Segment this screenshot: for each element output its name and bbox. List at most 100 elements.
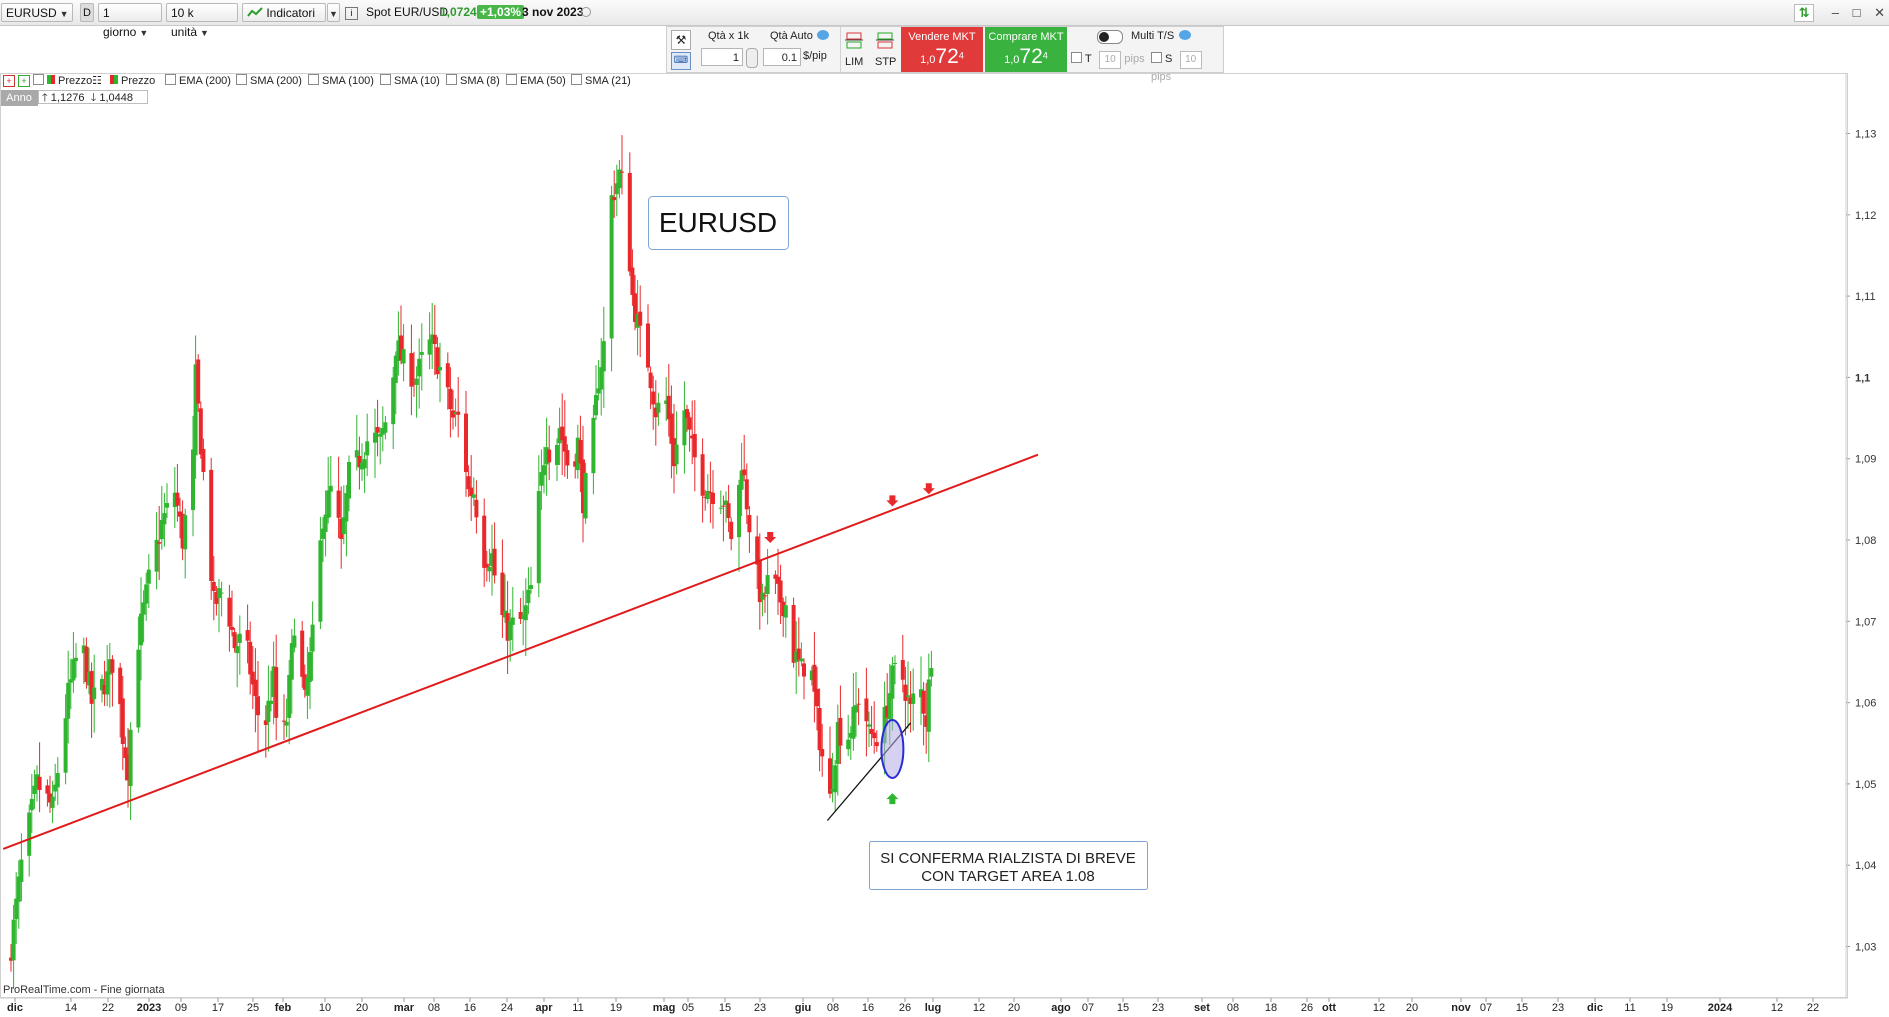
candle-body bbox=[656, 402, 661, 413]
multi-ts-toggle[interactable] bbox=[1097, 30, 1123, 44]
minimize-icon[interactable]: – bbox=[1831, 5, 1839, 20]
annotation-text: SI CONFERMA RIALZISTA DI BREVE bbox=[880, 850, 1136, 867]
legend-price-2[interactable]: Prezzo bbox=[110, 73, 155, 89]
candle-body bbox=[341, 517, 346, 534]
legend-ema-50[interactable]: EMA (50) bbox=[506, 73, 566, 89]
candle-body bbox=[718, 507, 723, 509]
candle-body bbox=[830, 788, 835, 792]
buy-label: Comprare MKT bbox=[988, 31, 1064, 43]
candle-body bbox=[399, 335, 403, 360]
indicators-button[interactable]: Indicatori bbox=[242, 3, 326, 22]
candle-body bbox=[635, 313, 640, 328]
candle-body bbox=[201, 448, 206, 472]
units-selector[interactable]: 10 k unità ▼ bbox=[166, 3, 238, 39]
candle-body bbox=[120, 698, 125, 744]
chart-title: EURUSD bbox=[659, 207, 777, 238]
legend-price-1[interactable]: Prezzo bbox=[33, 73, 92, 89]
candle-body bbox=[378, 433, 383, 437]
maximize-icon[interactable]: □ bbox=[1852, 5, 1861, 20]
period-icon[interactable]: D bbox=[80, 3, 94, 22]
stop-loss-input[interactable]: 10 bbox=[1179, 51, 1202, 69]
candle-body bbox=[869, 728, 874, 735]
info-icon[interactable]: i bbox=[345, 3, 358, 22]
sell-market-button[interactable]: Vendere MKT 1,0724 bbox=[901, 27, 983, 72]
qty-stepper[interactable] bbox=[746, 48, 758, 68]
trendline-support bbox=[2, 453, 1039, 850]
candle-body bbox=[162, 513, 167, 525]
close-icon[interactable]: ✕ bbox=[1874, 5, 1885, 20]
stop-order-icon[interactable] bbox=[874, 30, 896, 52]
indicators-dropdown[interactable]: ▼ bbox=[327, 3, 340, 22]
candle-body bbox=[396, 340, 401, 362]
add-indicator-icon[interactable]: + bbox=[18, 73, 30, 89]
symbol-selector[interactable]: EURUSD ▼ bbox=[1, 3, 73, 22]
candle-body bbox=[175, 492, 180, 506]
candle-body bbox=[344, 493, 349, 522]
candle-body bbox=[100, 678, 104, 691]
legend-sma-8[interactable]: SMA (8) bbox=[446, 73, 500, 89]
candle-body bbox=[482, 515, 487, 568]
stop-loss-checkbox[interactable] bbox=[1151, 52, 1162, 63]
candle-body bbox=[705, 490, 710, 500]
annotation-box bbox=[869, 841, 1148, 890]
candle-body bbox=[906, 695, 910, 697]
x-tick-label: 26 bbox=[1301, 1002, 1313, 1014]
timeframe-selector[interactable]: 1 giorno ▼ bbox=[98, 3, 162, 39]
x-tick-label: apr bbox=[535, 1002, 553, 1014]
order-panel: ⚒ ⌨ Qtà x 1k Qtà Auto 1 0.1 $/pip LIM ST… bbox=[666, 26, 1224, 83]
candle-body bbox=[687, 417, 692, 430]
candle-body bbox=[16, 876, 21, 902]
x-tick-label: 07 bbox=[1480, 1002, 1492, 1014]
buy-market-button[interactable]: Comprare MKT 1,0724 bbox=[985, 27, 1067, 72]
list-icon[interactable]: ☷ bbox=[92, 75, 102, 87]
candle-body bbox=[893, 663, 897, 665]
candle-body bbox=[326, 490, 331, 518]
x-tick-label: 19 bbox=[610, 1002, 622, 1014]
candle-body bbox=[9, 957, 13, 961]
x-tick-label: 12 bbox=[1373, 1002, 1385, 1014]
x-tick-label: 2024 bbox=[1708, 1002, 1733, 1014]
candle-body bbox=[856, 703, 861, 705]
candle-body bbox=[178, 511, 182, 517]
candle-body bbox=[737, 485, 741, 538]
pip-value-input[interactable]: 0.1 bbox=[763, 48, 801, 66]
candle-body bbox=[648, 372, 653, 389]
legend-sma-100[interactable]: SMA (100) bbox=[308, 73, 374, 89]
candle-body bbox=[469, 487, 474, 496]
x-tick-label: 20 bbox=[1406, 1002, 1418, 1014]
candle-body bbox=[620, 171, 624, 173]
candle-body bbox=[765, 575, 770, 594]
candle-body bbox=[193, 364, 198, 456]
close-chart-icon[interactable]: + bbox=[3, 73, 15, 89]
wrench-icon[interactable]: ⚒ bbox=[671, 30, 691, 50]
candle-body bbox=[692, 434, 697, 458]
period-label[interactable]: Anno bbox=[0, 90, 38, 106]
legend-sma-200[interactable]: SMA (200) bbox=[236, 73, 302, 89]
candle-body bbox=[144, 584, 149, 604]
candle-body bbox=[471, 494, 476, 498]
legend-ema-200[interactable]: EMA (200) bbox=[165, 73, 231, 89]
x-tick-label: 19 bbox=[1661, 1002, 1673, 1014]
candle-body bbox=[755, 536, 760, 565]
take-profit-checkbox[interactable] bbox=[1071, 52, 1082, 63]
highlight-ellipse bbox=[880, 718, 905, 779]
candle-body bbox=[391, 377, 396, 425]
candle-body bbox=[14, 898, 19, 920]
candle-body bbox=[773, 574, 778, 579]
x-tick-label: 23 bbox=[754, 1002, 766, 1014]
candle-body bbox=[393, 355, 398, 383]
legend-sma-21[interactable]: SMA (21) bbox=[571, 73, 631, 89]
candle-body bbox=[926, 679, 931, 732]
sync-icon[interactable]: ⇅ bbox=[1794, 4, 1815, 22]
candle-body bbox=[783, 605, 788, 618]
take-profit-input[interactable]: 10 bbox=[1099, 51, 1122, 69]
x-tick-label: 05 bbox=[682, 1002, 694, 1014]
candle-body bbox=[27, 812, 32, 856]
divider bbox=[840, 27, 841, 72]
limit-order-icon[interactable] bbox=[843, 30, 865, 52]
qty-input[interactable]: 1 bbox=[701, 48, 743, 66]
legend-sma-10[interactable]: SMA (10) bbox=[380, 73, 440, 89]
candle-body bbox=[562, 436, 567, 452]
keyboard-icon[interactable]: ⌨ bbox=[671, 52, 691, 70]
